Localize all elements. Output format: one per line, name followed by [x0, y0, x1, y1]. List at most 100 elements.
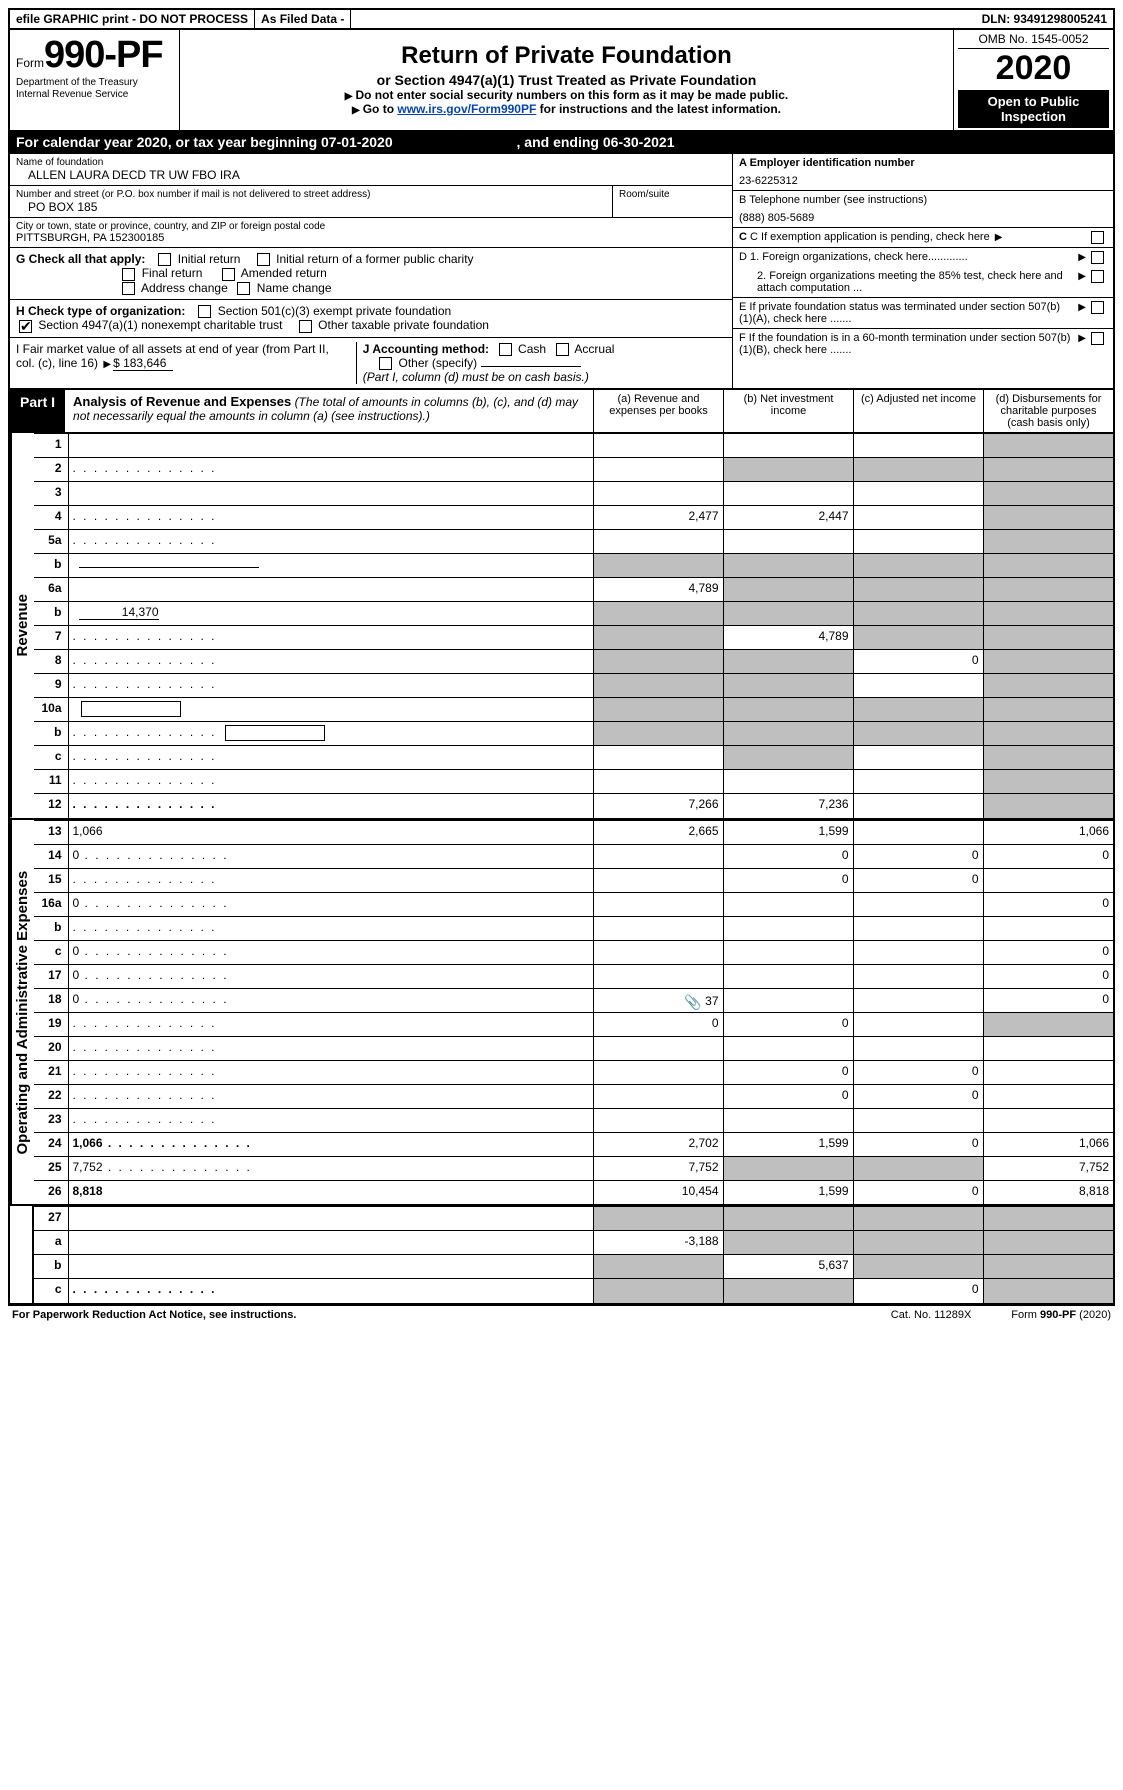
col-b-value — [723, 650, 853, 674]
top-header: efile GRAPHIC print - DO NOT PROCESS As … — [10, 10, 1113, 30]
part1-desc: Analysis of Revenue and Expenses (The to… — [65, 390, 593, 432]
col-d-value: 8,818 — [983, 1180, 1113, 1204]
col-a-value — [593, 554, 723, 578]
col-b-value — [723, 1207, 853, 1231]
col-c-value — [853, 506, 983, 530]
status-terminated-checkbox[interactable] — [1091, 301, 1104, 314]
col-a-value — [593, 434, 723, 458]
60month-checkbox[interactable] — [1091, 332, 1104, 345]
cal-pre: For calendar year 2020, or tax year begi… — [16, 134, 321, 150]
col-c-value: 0 — [853, 1060, 983, 1084]
table-row: 74,789 — [34, 626, 1113, 650]
line-desc — [68, 1255, 593, 1279]
name-change-checkbox[interactable] — [237, 282, 250, 295]
col-b-value: 2,447 — [723, 506, 853, 530]
col-c-value — [853, 722, 983, 746]
initial-return-checkbox[interactable] — [158, 253, 171, 266]
final-return-checkbox[interactable] — [122, 268, 135, 281]
col-b-value — [723, 1279, 853, 1303]
table-row: 16a00 — [34, 892, 1113, 916]
col-d-value — [983, 722, 1113, 746]
col-b-value — [723, 434, 853, 458]
other-taxable-checkbox[interactable] — [299, 320, 312, 333]
col-c-value — [853, 554, 983, 578]
section-h: H Check type of organization: Section 50… — [10, 300, 732, 338]
foreign-85-checkbox[interactable] — [1091, 270, 1104, 283]
col-a-value — [593, 458, 723, 482]
g-initial-former: Initial return of a former public charit… — [276, 252, 473, 266]
501c3-checkbox[interactable] — [198, 305, 211, 318]
line-number: 11 — [34, 770, 68, 794]
col-d-value — [983, 602, 1113, 626]
arrow-icon — [1076, 332, 1088, 344]
line-desc — [68, 1084, 593, 1108]
arrow-icon — [1076, 270, 1088, 282]
line-desc — [68, 722, 593, 746]
ein-label: A Employer identification number — [739, 157, 915, 169]
col-b-value — [723, 1231, 853, 1255]
col-d-value — [983, 578, 1113, 602]
g-name-change: Name change — [257, 281, 332, 295]
col-d-value — [983, 482, 1113, 506]
col-c-value — [853, 458, 983, 482]
col-b-value — [723, 916, 853, 940]
col-b-value — [723, 578, 853, 602]
line-desc — [68, 458, 593, 482]
line-desc — [68, 770, 593, 794]
cash-checkbox[interactable] — [499, 343, 512, 356]
initial-former-checkbox[interactable] — [257, 253, 270, 266]
col-d-value — [983, 1255, 1113, 1279]
irs-link[interactable]: www.irs.gov/Form990PF — [397, 102, 536, 116]
arrow-icon — [1076, 301, 1088, 313]
other-method-checkbox[interactable] — [379, 357, 392, 370]
table-row: 5a — [34, 530, 1113, 554]
g-final: Final return — [142, 266, 203, 280]
part1-header: Part I Analysis of Revenue and Expenses … — [10, 388, 1113, 433]
cal-mid: , and ending — [517, 134, 603, 150]
open-public: Open to Public Inspection — [958, 90, 1109, 128]
asfiled-label: As Filed Data - — [254, 10, 351, 28]
addr-label: Number and street (or P.O. box number if… — [16, 189, 606, 200]
d2-label: 2. Foreign organizations meeting the 85%… — [739, 270, 1076, 294]
line-desc: 7,752 — [68, 1156, 593, 1180]
table-row: 241,0662,7021,59901,066 — [34, 1132, 1113, 1156]
line-desc: 1,066 — [68, 820, 593, 844]
col-d-value — [983, 1060, 1113, 1084]
table-row: 2100 — [34, 1060, 1113, 1084]
section-d1: D 1. Foreign organizations, check here..… — [733, 248, 1113, 267]
line-number: 7 — [34, 626, 68, 650]
accrual-checkbox[interactable] — [556, 343, 569, 356]
name-cell: Name of foundation ALLEN LAURA DECD TR U… — [10, 154, 732, 186]
line-desc: 0 — [68, 892, 593, 916]
col-c-value: 0 — [853, 1132, 983, 1156]
line-number: 5a — [34, 530, 68, 554]
line-desc — [68, 650, 593, 674]
instr2-post: for instructions and the latest informat… — [536, 102, 781, 116]
city-value: PITTSBURGH, PA 152300185 — [16, 232, 726, 244]
arrow-icon — [1076, 251, 1088, 263]
col-b-value: 0 — [723, 868, 853, 892]
foreign-org-checkbox[interactable] — [1091, 251, 1104, 264]
address-change-checkbox[interactable] — [122, 282, 135, 295]
section-e: E If private foundation status was termi… — [733, 298, 1113, 329]
line-number: c — [34, 1279, 68, 1303]
col-d-value: 1,066 — [983, 1132, 1113, 1156]
exemption-pending-checkbox[interactable] — [1091, 231, 1104, 244]
amended-return-checkbox[interactable] — [222, 268, 235, 281]
attachment-icon[interactable]: 📎 — [684, 994, 701, 1011]
col-b-header: (b) Net investment income — [723, 390, 853, 432]
line-desc: 0 — [68, 844, 593, 868]
4947a1-checkbox[interactable] — [19, 320, 32, 333]
col-d-value — [983, 1231, 1113, 1255]
line-number: b — [34, 554, 68, 578]
col-d-value — [983, 770, 1113, 794]
col-d-value — [983, 650, 1113, 674]
col-a-value — [593, 1060, 723, 1084]
col-d-value — [983, 698, 1113, 722]
col-a-value: 10,454 — [593, 1180, 723, 1204]
col-c-value: 0 — [853, 868, 983, 892]
col-d-value: 0 — [983, 964, 1113, 988]
col-b-value: 1,599 — [723, 820, 853, 844]
line-desc — [68, 868, 593, 892]
col-d-value — [983, 626, 1113, 650]
